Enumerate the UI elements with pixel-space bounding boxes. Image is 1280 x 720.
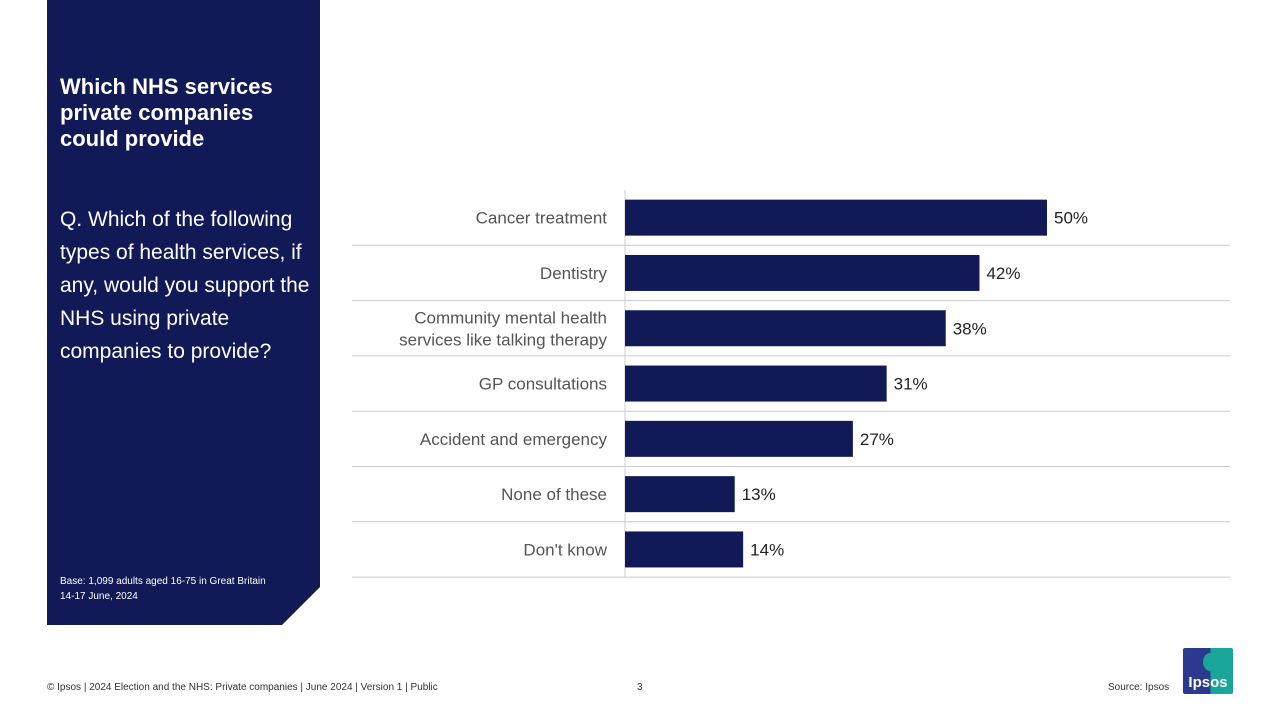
- category-label: Don't know: [523, 540, 607, 559]
- side-panel: Which NHS services private companies cou…: [47, 0, 320, 625]
- data-label: 50%: [1054, 209, 1088, 228]
- bar: [625, 199, 1047, 236]
- data-label: 14%: [750, 540, 784, 559]
- data-label: 13%: [742, 485, 776, 504]
- bar: [625, 531, 744, 568]
- base-note: Base: 1,099 adults aged 16-75 in Great B…: [60, 574, 266, 604]
- category-label: None of these: [501, 485, 607, 504]
- category-label: GP consultations: [479, 375, 607, 394]
- footer-text: © Ipsos | 2024 Election and the NHS: Pri…: [47, 682, 438, 693]
- category-label: Accident and emergency: [420, 430, 608, 449]
- data-label: 27%: [860, 430, 894, 449]
- data-label: 38%: [953, 319, 987, 338]
- bar-chart: Cancer treatment 50% Dentistry 42% Community…: [352, 190, 1230, 578]
- category-label: Cancer treatment: [476, 209, 608, 228]
- bar: [625, 365, 887, 402]
- source-text: Source: Ipsos: [1108, 682, 1170, 693]
- category-label: Community mental health services like tal…: [399, 308, 607, 349]
- data-label: 31%: [894, 375, 928, 394]
- question-text: Q. Which of the following types of healt…: [60, 208, 310, 363]
- bar: [625, 476, 735, 513]
- ipsos-logo: Ipsos: [1183, 648, 1233, 694]
- panel-title: Which NHS services private companies cou…: [60, 74, 273, 151]
- base-text: Base: 1,099 adults aged 16-75 in Great B…: [60, 576, 266, 587]
- bar: [625, 310, 946, 347]
- category-label: Dentistry: [540, 264, 608, 283]
- bar: [625, 254, 980, 291]
- data-label: 42%: [986, 264, 1020, 283]
- date-text: 14-17 June, 2024: [60, 591, 138, 602]
- page-number: 3: [637, 682, 643, 693]
- bar: [625, 420, 853, 457]
